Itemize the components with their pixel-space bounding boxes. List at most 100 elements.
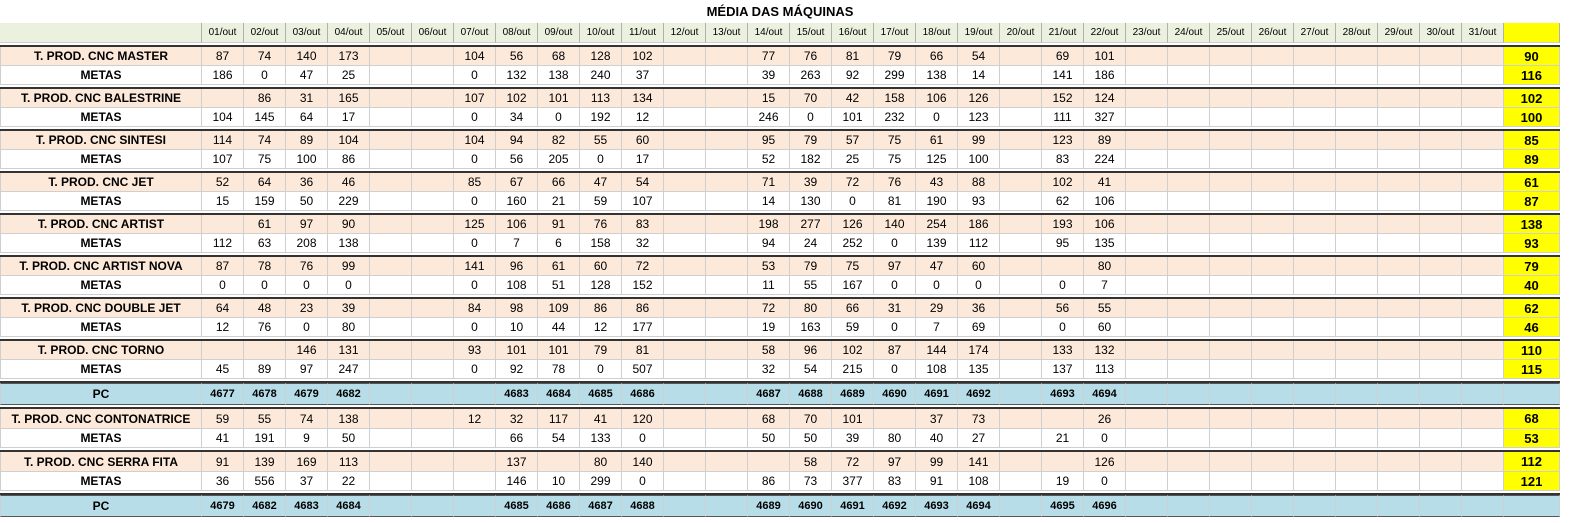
pc-cell[interactable]	[1336, 495, 1378, 517]
metas-cell[interactable]	[1294, 276, 1336, 295]
prod-cell[interactable]: 193	[1042, 215, 1084, 234]
prod-cell[interactable]: 54	[622, 173, 664, 192]
prod-cell[interactable]	[1336, 215, 1378, 234]
metas-cell[interactable]	[664, 108, 706, 127]
metas-cell[interactable]	[1336, 318, 1378, 337]
day-header[interactable]: 31/out	[1462, 23, 1504, 43]
prod-cell[interactable]: 75	[832, 257, 874, 276]
pc-cell[interactable]	[1000, 383, 1042, 405]
metas-cell[interactable]	[1252, 472, 1294, 491]
day-header[interactable]: 16/out	[832, 23, 874, 43]
metas-cell[interactable]	[664, 429, 706, 448]
metas-cell[interactable]	[1378, 472, 1420, 491]
metas-cell[interactable]	[1420, 192, 1462, 211]
metas-cell[interactable]	[1294, 66, 1336, 85]
metas-cell[interactable]	[1210, 192, 1252, 211]
prod-cell[interactable]: 60	[958, 257, 1000, 276]
metas-cell[interactable]: 83	[1042, 150, 1084, 169]
pc-cell[interactable]: 4690	[790, 495, 832, 517]
prod-cell[interactable]	[1420, 47, 1462, 66]
pc-cell[interactable]: 4694	[958, 495, 1000, 517]
prod-cell[interactable]	[1378, 257, 1420, 276]
prod-cell[interactable]	[706, 341, 748, 360]
pc-cell[interactable]	[706, 383, 748, 405]
prod-cell[interactable]	[1378, 452, 1420, 472]
prod-cell[interactable]: 76	[580, 215, 622, 234]
metas-cell[interactable]: 507	[622, 360, 664, 379]
metas-cell[interactable]	[412, 429, 454, 448]
metas-cell[interactable]: 224	[1084, 150, 1126, 169]
metas-cell[interactable]	[1378, 66, 1420, 85]
metas-cell[interactable]	[370, 108, 412, 127]
metas-cell[interactable]	[1168, 234, 1210, 253]
prod-cell[interactable]: 70	[790, 89, 832, 108]
prod-cell[interactable]	[706, 47, 748, 66]
metas-cell[interactable]: 0	[454, 108, 496, 127]
prod-cell[interactable]: 80	[1084, 257, 1126, 276]
prod-cell[interactable]	[1462, 452, 1504, 472]
metas-cell[interactable]: 186	[202, 66, 244, 85]
pc-cell[interactable]: 4687	[748, 383, 790, 405]
metas-cell[interactable]	[664, 318, 706, 337]
machine-label[interactable]: T. PROD. CNC ARTIST	[0, 215, 202, 234]
prod-cell[interactable]	[1378, 409, 1420, 429]
prod-cell[interactable]	[1126, 409, 1168, 429]
prod-cell[interactable]	[1462, 215, 1504, 234]
metas-cell[interactable]	[664, 192, 706, 211]
prod-cell[interactable]: 37	[916, 409, 958, 429]
prod-cell[interactable]	[538, 452, 580, 472]
prod-cell[interactable]: 41	[1084, 173, 1126, 192]
prod-cell[interactable]: 81	[832, 47, 874, 66]
prod-cell[interactable]	[1126, 341, 1168, 360]
prod-cell[interactable]	[748, 452, 790, 472]
prod-cell[interactable]: 146	[286, 341, 328, 360]
prod-cell[interactable]: 61	[538, 257, 580, 276]
metas-cell[interactable]: 137	[1042, 360, 1084, 379]
prod-cell[interactable]	[1210, 341, 1252, 360]
metas-cell[interactable]: 139	[916, 234, 958, 253]
prod-cell[interactable]	[1210, 131, 1252, 150]
prod-cell[interactable]: 68	[748, 409, 790, 429]
metas-cell[interactable]: 40	[916, 429, 958, 448]
pc-cell[interactable]	[1126, 495, 1168, 517]
metas-total[interactable]: 116	[1504, 66, 1560, 85]
machine-label[interactable]: T. PROD. CNC SERRA FITA	[0, 452, 202, 472]
prod-cell[interactable]	[1000, 215, 1042, 234]
metas-cell[interactable]: 106	[1084, 192, 1126, 211]
prod-cell[interactable]	[1336, 89, 1378, 108]
metas-cell[interactable]: 36	[202, 472, 244, 491]
prod-cell[interactable]	[412, 131, 454, 150]
prod-cell[interactable]: 58	[748, 341, 790, 360]
metas-label[interactable]: METAS	[0, 360, 202, 379]
prod-cell[interactable]: 48	[244, 299, 286, 318]
prod-cell[interactable]	[664, 341, 706, 360]
prod-cell[interactable]: 47	[916, 257, 958, 276]
prod-cell[interactable]: 123	[1042, 131, 1084, 150]
pc-cell[interactable]: 4689	[748, 495, 790, 517]
metas-cell[interactable]	[1336, 192, 1378, 211]
metas-cell[interactable]: 76	[244, 318, 286, 337]
metas-cell[interactable]	[1252, 276, 1294, 295]
metas-cell[interactable]: 12	[580, 318, 622, 337]
metas-cell[interactable]	[1000, 108, 1042, 127]
metas-cell[interactable]: 24	[790, 234, 832, 253]
metas-cell[interactable]	[1000, 318, 1042, 337]
prod-cell[interactable]	[1210, 257, 1252, 276]
metas-total[interactable]: 121	[1504, 472, 1560, 491]
pc-cell[interactable]: 4687	[580, 495, 622, 517]
metas-cell[interactable]	[1126, 150, 1168, 169]
prod-cell[interactable]	[1126, 89, 1168, 108]
prod-cell[interactable]: 83	[622, 215, 664, 234]
metas-cell[interactable]: 0	[1084, 472, 1126, 491]
prod-cell[interactable]	[1210, 215, 1252, 234]
prod-cell[interactable]: 39	[328, 299, 370, 318]
metas-cell[interactable]	[1126, 472, 1168, 491]
prod-cell[interactable]: 89	[286, 131, 328, 150]
prod-cell[interactable]	[706, 173, 748, 192]
metas-cell[interactable]	[706, 472, 748, 491]
metas-cell[interactable]: 81	[874, 192, 916, 211]
metas-cell[interactable]: 92	[832, 66, 874, 85]
prod-cell[interactable]: 66	[916, 47, 958, 66]
metas-cell[interactable]	[706, 66, 748, 85]
metas-cell[interactable]	[1000, 66, 1042, 85]
